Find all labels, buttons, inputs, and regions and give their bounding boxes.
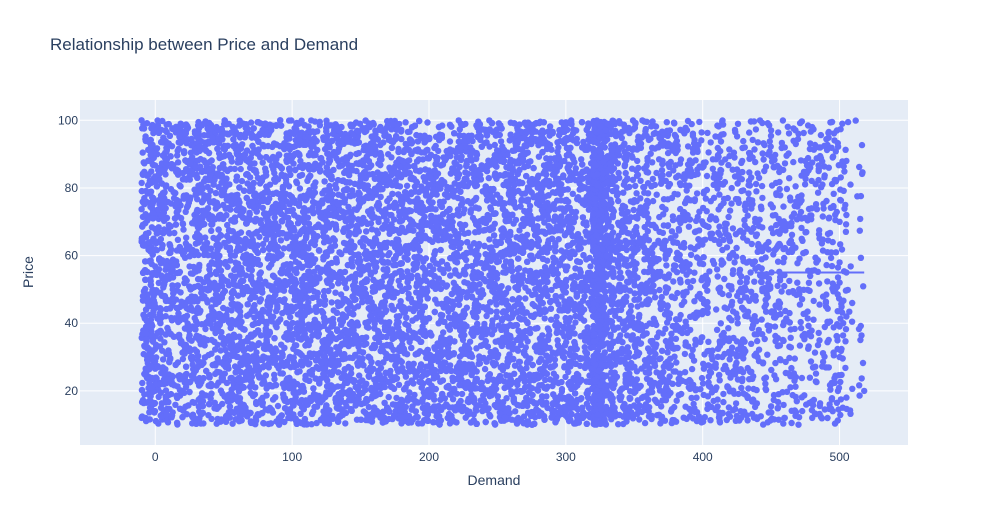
data-point [419, 203, 426, 210]
data-point [400, 386, 408, 393]
data-point [375, 360, 382, 367]
data-point [311, 268, 318, 275]
data-point [562, 373, 569, 381]
data-point [482, 251, 489, 258]
data-point [463, 294, 470, 301]
data-point [138, 399, 146, 406]
data-point [529, 300, 536, 308]
data-point [522, 295, 529, 302]
data-point [525, 158, 532, 166]
data-point [472, 229, 479, 236]
data-point [385, 393, 392, 401]
data-point [511, 362, 519, 369]
data-point [293, 342, 300, 349]
data-point [411, 254, 418, 261]
data-point [579, 297, 587, 304]
data-point [578, 156, 585, 163]
data-point [138, 179, 145, 187]
data-point [208, 227, 215, 234]
data-point [393, 394, 400, 402]
data-point [535, 153, 543, 160]
data-point [572, 319, 579, 326]
data-point [569, 324, 576, 331]
data-point [455, 301, 463, 308]
data-point [304, 261, 311, 268]
data-point [296, 172, 303, 179]
data-point [424, 119, 431, 126]
data-point [229, 420, 236, 427]
data-point [555, 144, 562, 151]
data-point [519, 179, 526, 187]
data-point [263, 236, 270, 243]
data-point [217, 347, 224, 354]
data-points [138, 117, 868, 428]
data-point [237, 165, 244, 173]
chart-title: Relationship between Price and Demand [50, 35, 358, 54]
data-point [161, 339, 168, 346]
data-point [259, 159, 266, 166]
data-point [146, 409, 153, 416]
data-point [573, 345, 580, 353]
data-point [396, 282, 404, 289]
data-point [208, 390, 215, 397]
data-point [385, 151, 392, 158]
data-point [316, 298, 323, 305]
data-point [473, 368, 480, 375]
data-point [553, 313, 560, 321]
data-point [171, 229, 178, 237]
data-point [429, 199, 436, 206]
data-point [465, 229, 472, 236]
data-point [516, 358, 524, 366]
data-point [343, 284, 350, 292]
data-point [487, 413, 494, 420]
data-point [279, 370, 286, 377]
data-point [151, 407, 159, 415]
data-point [417, 338, 424, 345]
data-point [280, 245, 288, 252]
data-point [210, 234, 217, 242]
data-point [173, 419, 181, 426]
data-point [154, 117, 161, 124]
data-point [486, 236, 493, 243]
data-point [155, 224, 162, 231]
data-point [526, 325, 534, 333]
data-point [194, 275, 202, 283]
data-point [404, 256, 411, 263]
data-point [296, 185, 304, 192]
data-point [179, 355, 187, 363]
data-point [525, 288, 532, 295]
data-point [377, 141, 384, 149]
data-point [271, 376, 278, 383]
data-point [446, 138, 454, 145]
data-point [259, 306, 267, 314]
data-point [259, 204, 266, 211]
data-point [159, 117, 166, 125]
data-point [542, 376, 549, 384]
data-point [182, 208, 189, 215]
data-point [483, 312, 490, 320]
data-point [462, 169, 469, 176]
data-point [580, 138, 587, 146]
data-point [316, 118, 323, 126]
data-point [443, 261, 451, 269]
data-point [456, 126, 463, 133]
data-point [485, 174, 492, 182]
data-point [451, 311, 459, 318]
data-point [558, 385, 566, 393]
data-point [390, 262, 397, 269]
data-point [139, 149, 146, 156]
data-point [332, 289, 339, 296]
data-point [402, 119, 409, 126]
data-point [555, 236, 562, 243]
data-point [139, 379, 146, 387]
data-point [260, 419, 267, 427]
data-point [274, 305, 281, 312]
data-point [167, 390, 175, 398]
data-point [557, 137, 564, 145]
data-point [162, 387, 170, 394]
data-point [277, 237, 285, 244]
